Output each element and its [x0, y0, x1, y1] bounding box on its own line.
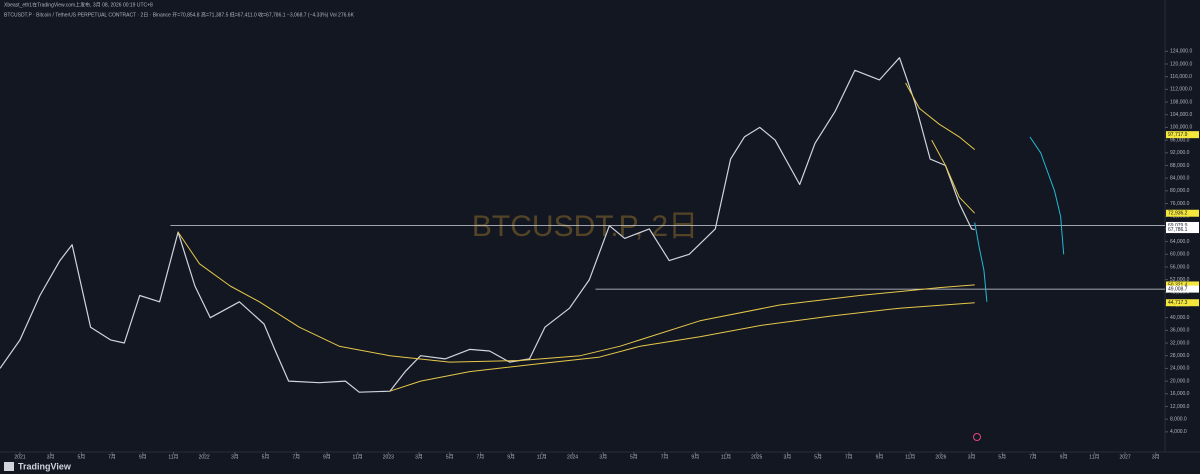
x-tick-label: 5月 [77, 454, 85, 460]
price-line [0, 57, 975, 393]
x-tick-label: 11月 [537, 454, 547, 460]
y-tick-label: 8,000.0 [1170, 416, 1187, 422]
y-tick-label: 104,000.0 [1170, 112, 1192, 118]
x-tick-label: 3月 [1152, 454, 1160, 460]
x-tick-label: 11月 [1089, 454, 1099, 460]
price-label: 69,079.9 [1168, 223, 1188, 229]
y-tick-label: 76,000.0 [1170, 201, 1190, 207]
y-tick-label: 116,000.0 [1170, 74, 1192, 80]
x-tick-label: 3月 [968, 454, 976, 460]
logo [4, 462, 14, 471]
x-tick-label: 5月 [630, 454, 638, 460]
y-tick-label: 52,000.0 [1170, 277, 1190, 283]
y-tick-label: 28,000.0 [1170, 353, 1190, 359]
y-tick-label: 100,000.0 [1170, 125, 1192, 131]
x-tick-label: 2026 [935, 454, 946, 460]
x-tick-label: 2027 [1120, 454, 1131, 460]
price-line [974, 222, 988, 302]
x-tick-label: 2022 [199, 454, 210, 460]
y-tick-label: 84,000.0 [1170, 175, 1190, 181]
x-tick-label: 9月 [691, 454, 699, 460]
y-tick-label: 56,000.0 [1170, 264, 1190, 270]
x-tick-label: 7月 [1029, 454, 1037, 460]
price-label-bg [1166, 221, 1199, 229]
y-tick-label: 120,000.0 [1170, 61, 1192, 67]
x-tick-label: 2024 [567, 454, 578, 460]
price-line [1029, 136, 1065, 255]
price-line [905, 82, 976, 150]
x-tick-label: 5月 [998, 454, 1006, 460]
price-label: 50,321.4 [1168, 282, 1188, 288]
y-tick-label: 16,000.0 [1170, 391, 1190, 397]
x-tick-label: 11月 [905, 454, 915, 460]
y-tick-label: 32,000.0 [1170, 340, 1190, 346]
event-marker [973, 433, 981, 441]
x-tick-label: 5月 [814, 454, 822, 460]
watermark: BTCUSDT.P, 2日 [472, 210, 698, 243]
y-tick-label: 20,000.0 [1170, 378, 1190, 384]
x-tick-label: 11月 [721, 454, 731, 460]
x-tick-label: 9月 [323, 454, 331, 460]
price-label: 49,008.7 [1168, 286, 1188, 292]
x-tick-label: 3月 [47, 454, 55, 460]
y-tick-label: 96,000.0 [1170, 137, 1190, 143]
y-tick-label: 60,000.0 [1170, 252, 1190, 258]
x-tick-label: 3月 [599, 454, 607, 460]
price-label-bg [1166, 299, 1199, 307]
x-tick-label: 11月 [353, 454, 363, 460]
y-tick-label: 64,000.0 [1170, 239, 1190, 245]
x-tick-label: 7月 [661, 454, 669, 460]
x-tick-label: 2025 [751, 454, 762, 460]
x-tick-label: 7月 [845, 454, 853, 460]
price-line [389, 302, 975, 392]
x-tick-label: 11月 [168, 454, 178, 460]
price-label: 67,786.1 [1168, 227, 1188, 233]
y-tick-label: 40,000.0 [1170, 315, 1190, 321]
x-tick-label: 3月 [231, 454, 239, 460]
y-tick-label: 24,000.0 [1170, 366, 1190, 372]
price-label: 97,717.9 [1168, 132, 1188, 138]
y-tick-label: 124,000.0 [1170, 49, 1192, 55]
x-tick-label: 9月 [1060, 454, 1068, 460]
x-tick-label: 3月 [415, 454, 423, 460]
x-tick-label: 7月 [108, 454, 116, 460]
price-label: 44,717.3 [1168, 300, 1188, 306]
x-tick-label: 2023 [383, 454, 394, 460]
y-tick-label: 108,000.0 [1170, 99, 1192, 105]
y-tick-label: 88,000.0 [1170, 163, 1190, 169]
x-tick-label: 9月 [507, 454, 515, 460]
x-tick-label: 3月 [784, 454, 792, 460]
price-line [177, 231, 975, 363]
y-tick-label: 12,000.0 [1170, 404, 1190, 410]
x-tick-label: 5月 [262, 454, 270, 460]
price-line [931, 139, 976, 214]
x-tick-label: 7月 [477, 454, 485, 460]
x-tick-label: 9月 [876, 454, 884, 460]
y-tick-label: 92,000.0 [1170, 150, 1190, 156]
y-tick-label: 48,000.0 [1170, 290, 1190, 296]
price-label-bg [1166, 209, 1199, 217]
price-label-bg [1166, 281, 1199, 289]
price-label-bg [1166, 226, 1199, 234]
x-tick-label: 7月 [292, 454, 300, 460]
y-tick-label: 112,000.0 [1170, 87, 1192, 93]
x-tick-label: 9月 [139, 454, 147, 460]
author-line: Xbeast_eth1在TradingView.com上发布, 3月 08, 2… [4, 1, 153, 8]
footer-brand: TradingView [18, 461, 72, 471]
x-tick-label: 5月 [446, 454, 454, 460]
y-tick-label: 80,000.0 [1170, 188, 1190, 194]
y-tick-label: 36,000.0 [1170, 328, 1190, 334]
price-label-bg [1166, 131, 1199, 139]
price-label-bg [1166, 285, 1199, 293]
x-tick-label: 2021 [14, 454, 25, 460]
y-tick-label: 4,000.0 [1170, 429, 1187, 435]
symbol-line: BTCUSDT.P · Bitcoin / TetherUS PERPETUAL… [4, 11, 355, 18]
price-label: 72,936.2 [1168, 211, 1188, 217]
